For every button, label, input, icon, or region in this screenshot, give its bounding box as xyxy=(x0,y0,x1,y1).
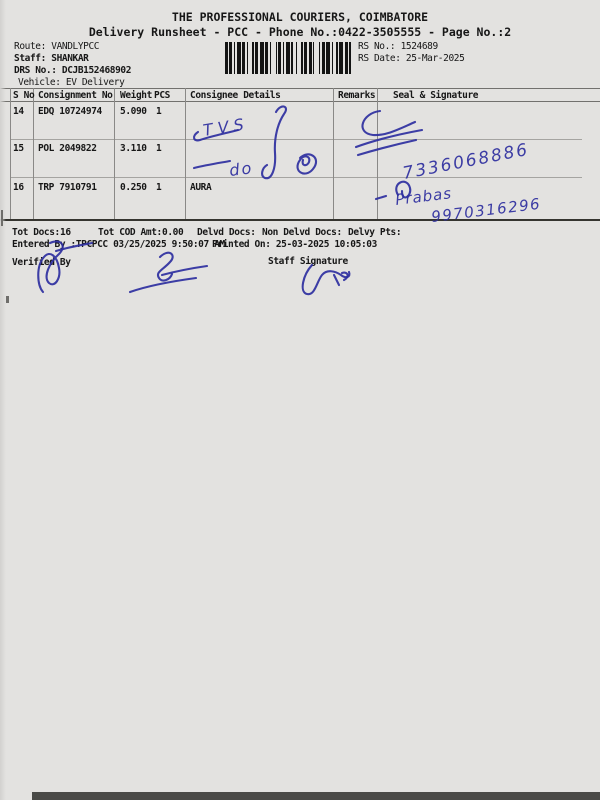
table-row-cell-sno: 16 xyxy=(13,182,24,193)
ink-stroke xyxy=(128,276,198,294)
table-row-cell-consignment: EDQ 10724974 xyxy=(38,106,102,117)
tot-cod-value: 0.00 xyxy=(162,227,184,238)
rs-date-label: RS Date: xyxy=(358,53,401,64)
barcode-icon xyxy=(225,42,352,74)
vehicle-label: Vehicle: xyxy=(18,77,61,88)
staff-signature-label: Staff Signature xyxy=(268,256,348,267)
seal-phone-1: 7336068886 xyxy=(401,140,531,184)
table-row-cell-sno: 14 xyxy=(13,106,24,117)
middle-signature xyxy=(156,251,174,282)
table-row-cell-consignment: POL 2049822 xyxy=(38,143,97,154)
staff-line: Staff: SHANKAR xyxy=(14,53,89,64)
verified-by-signature xyxy=(37,240,64,294)
scan-bottom-shadow xyxy=(32,792,600,800)
footer-signatures-ink xyxy=(37,240,351,296)
table-bottom-border xyxy=(0,219,600,221)
consignee-note-tvs: TVS xyxy=(202,114,250,140)
tot-cod-label: Tot COD Amt: xyxy=(98,227,162,238)
table-row-cell-sno: 15 xyxy=(13,143,24,154)
table-vline-pcs xyxy=(185,88,186,219)
table-row-cell-pcs: 1 xyxy=(156,143,162,154)
route-line: Route: VANDLYPCC xyxy=(14,41,100,52)
staff-label: Staff: xyxy=(14,53,46,64)
rs-no-line: RS No.: 1524689 xyxy=(358,41,438,52)
table-top-border xyxy=(0,88,600,89)
ink-stroke xyxy=(54,241,94,253)
page-subtitle: Delivery Runsheet - PCC - Phone No.:0422… xyxy=(88,25,512,39)
row-separator-1 xyxy=(10,139,582,140)
col-header-consignment: Consignment No xyxy=(38,90,113,101)
scan-speck xyxy=(6,296,9,303)
tot-docs-value: 16 xyxy=(60,227,71,238)
table-header-border xyxy=(0,101,600,102)
page-left-edge-shadow xyxy=(0,0,6,800)
seal-name: Prabas xyxy=(394,184,453,209)
staff-value: SHANKAR xyxy=(51,53,89,64)
ink-stroke xyxy=(296,153,318,175)
rs-date-line: RS Date: 25-Mar-2025 xyxy=(358,53,465,64)
ink-stroke xyxy=(356,138,418,157)
ink-stroke xyxy=(193,128,240,142)
ink-stroke xyxy=(332,273,341,287)
consignee-note-do: do xyxy=(228,158,254,180)
scan-speck xyxy=(1,210,3,226)
delvy-pts-label: Delvy Pts: xyxy=(348,227,402,238)
rs-no-label: RS No.: xyxy=(358,41,396,52)
ink-stroke xyxy=(261,105,288,180)
consignee-handwriting-ink: TVS do xyxy=(192,105,318,180)
staff-signature xyxy=(301,263,351,296)
verified-by-label: Verified By xyxy=(12,257,71,268)
drs-value: DCJB152468902 xyxy=(61,65,132,76)
table-row-cell-weight: 5.090 xyxy=(120,106,147,117)
route-label: Route: xyxy=(14,41,46,52)
ink-stroke xyxy=(361,109,417,137)
row-separator-2 xyxy=(10,177,582,178)
vehicle-line: Vehicle: EV Delivery xyxy=(18,77,125,88)
col-header-consignee: Consignee Details xyxy=(190,90,281,101)
drs-line: DRS No.: DCJB152468902 xyxy=(14,65,131,76)
table-row-cell-consignment: TRP 7910791 xyxy=(38,182,97,193)
rs-date-value: 25-Mar-2025 xyxy=(405,53,465,64)
table-vline-consignee xyxy=(333,88,334,219)
col-header-seal: Seal & Signature xyxy=(393,90,479,101)
col-header-remarks: Remarks xyxy=(338,90,376,101)
route-value: VANDLYPCC xyxy=(51,41,100,52)
ink-stroke xyxy=(192,159,232,170)
col-header-weight: Weight xyxy=(120,90,152,101)
ink-stroke xyxy=(374,194,388,201)
delvd-docs-label: Delvd Docs: xyxy=(197,227,256,238)
table-vline-consignment xyxy=(114,88,115,219)
ink-stroke xyxy=(160,264,209,277)
col-header-sno: S No xyxy=(13,90,35,101)
vehicle-value: EV Delivery xyxy=(65,77,125,88)
ink-stroke xyxy=(340,271,349,282)
table-vline-left xyxy=(10,88,11,219)
non-delvd-docs-label: Non Delvd Docs: xyxy=(262,227,342,238)
ink-stroke xyxy=(395,180,412,199)
printed-on-line: Printed On: 25-03-2025 10:05:03 xyxy=(212,239,377,250)
table-vline-remarks xyxy=(377,88,378,219)
table-row-cell-pcs: 1 xyxy=(156,106,162,117)
rs-no-value: 1524689 xyxy=(400,41,439,52)
tot-docs-label: Tot Docs: xyxy=(12,227,60,238)
table-row-cell-weight: 0.250 xyxy=(120,182,147,193)
col-header-pcs: PCS xyxy=(154,90,170,101)
ink-stroke xyxy=(354,128,424,149)
seal-signature-ink: 7336068886 Prabas 9970316296 xyxy=(354,109,542,225)
drs-label: DRS No.: xyxy=(14,65,57,76)
page-title: THE PROFESSIONAL COURIERS, COIMBATORE xyxy=(171,10,429,24)
table-vline-sno xyxy=(33,88,34,219)
table-row-cell-consignee: AURA xyxy=(190,182,212,193)
table-row-cell-pcs: 1 xyxy=(156,182,162,193)
table-row-cell-weight: 3.110 xyxy=(120,143,147,154)
